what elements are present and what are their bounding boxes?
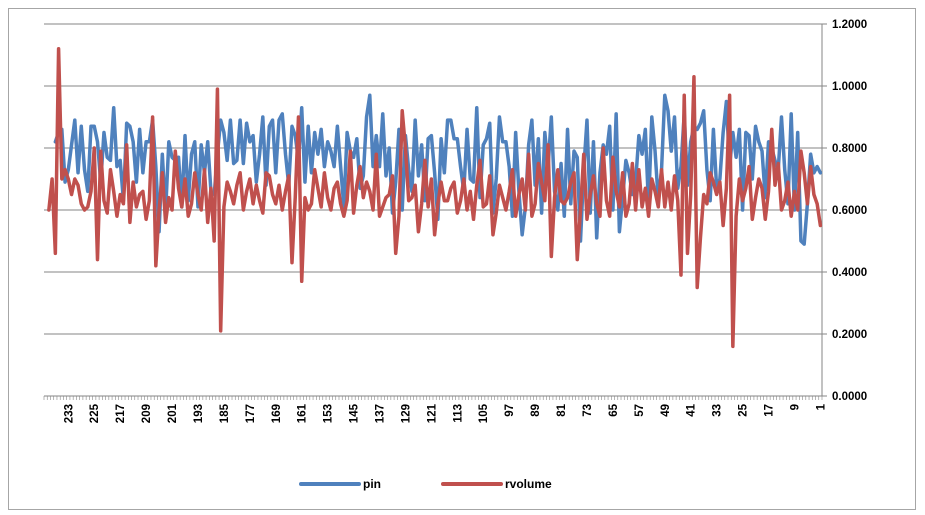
x-tick-label: 193 [193, 404, 205, 423]
x-tick-label: 185 [219, 403, 231, 423]
x-tick-label: 73 [582, 404, 594, 417]
x-tick-label: 89 [530, 404, 542, 417]
legend-label-pin: pin [363, 477, 381, 491]
x-tick-label: 145 [349, 403, 361, 423]
y-tick-label: 0.2000 [832, 329, 867, 341]
x-tick-label: 65 [608, 403, 620, 416]
legend-label-rvolume: rvolume [505, 477, 552, 491]
x-tick-label: 57 [634, 404, 646, 417]
legend: pin rvolume [301, 477, 552, 491]
x-tick-label: 49 [660, 404, 672, 417]
series-lines [49, 49, 821, 347]
y-tick-label: 1.2000 [832, 19, 867, 31]
y-tick-label: 0.8000 [832, 143, 867, 155]
x-tick-label: 217 [115, 404, 127, 423]
series-line-pin [55, 95, 820, 244]
x-tick-label: 1 [815, 403, 827, 410]
x-tick-label: 201 [167, 403, 179, 423]
y-tick-label: 0.6000 [832, 205, 867, 217]
x-tick-label: 169 [271, 404, 283, 423]
x-tick-label: 17 [764, 404, 776, 417]
x-tick-label: 225 [89, 403, 101, 423]
y-axis-tick-labels: 0.0000 0.2000 0.4000 0.6000 0.8000 1.0000 1.20… [832, 19, 867, 403]
x-tick-label: 129 [400, 404, 412, 423]
x-tick-label: 161 [297, 403, 309, 423]
x-tick-label: 97 [504, 404, 516, 417]
y-tick-label: 0.4000 [832, 267, 867, 279]
x-tick-label: 25 [738, 403, 750, 416]
x-tick-label: 137 [375, 404, 387, 423]
x-axis-tick-labels: 233 225 217 209 201 193 185 177 169 161 153 145 137 1… [63, 403, 827, 423]
x-tick-label: 113 [452, 404, 464, 423]
x-tick-label: 33 [712, 404, 724, 417]
x-tick-label: 121 [426, 403, 438, 423]
x-tick-label: 81 [556, 403, 568, 416]
x-tick-label: 177 [245, 404, 257, 423]
y-tick-label: 1.0000 [832, 81, 867, 93]
x-tick-label: 233 [63, 404, 75, 423]
x-tick-label: 41 [686, 403, 698, 416]
x-tick-label: 209 [141, 404, 153, 423]
x-tick-label: 9 [789, 404, 801, 410]
x-tick-label: 105 [478, 403, 490, 423]
y-tick-label: 0.0000 [832, 391, 867, 403]
x-tick-label: 153 [323, 404, 335, 423]
